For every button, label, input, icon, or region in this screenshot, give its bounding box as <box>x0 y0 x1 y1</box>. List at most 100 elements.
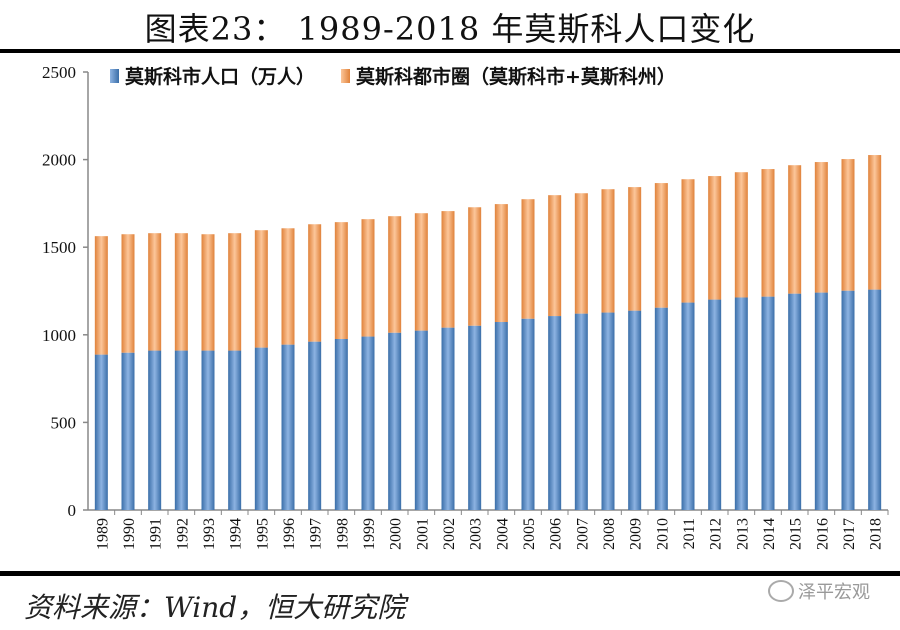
bar-moscow-metro-1990 <box>121 234 135 353</box>
top-divider <box>0 49 900 53</box>
bar-moscow-city-1998 <box>334 339 348 510</box>
x-tick-label: 1996 <box>281 518 298 550</box>
bar-moscow-city-2000 <box>388 332 402 510</box>
watermark: 泽平宏观 <box>768 578 870 604</box>
bar-moscow-metro-2017 <box>841 159 855 291</box>
bar-moscow-city-2016 <box>814 292 828 510</box>
bar-moscow-city-1992 <box>174 350 188 510</box>
y-tick-label: 0 <box>68 501 77 520</box>
bar-moscow-metro-1994 <box>228 233 242 351</box>
x-tick-label: 1999 <box>361 518 378 550</box>
bar-moscow-city-2009 <box>628 310 642 510</box>
bar-moscow-city-2002 <box>441 327 455 510</box>
x-tick-label: 2014 <box>761 518 778 550</box>
chart-title: 图表23： 1989-2018 年莫斯科人口变化 <box>144 10 756 48</box>
bar-moscow-metro-2015 <box>788 165 802 294</box>
x-tick-label: 2017 <box>841 518 858 550</box>
bar-moscow-metro-2013 <box>734 172 748 298</box>
chart-plot: 0 500 1000 1500 2000 2500 1989 1990 1991 1992 1993… <box>42 63 889 550</box>
bar-moscow-metro-1999 <box>361 219 375 337</box>
bar-moscow-metro-1996 <box>281 228 295 345</box>
bar-moscow-metro-1995 <box>254 230 268 348</box>
bar-moscow-metro-1998 <box>334 222 348 340</box>
x-tick-label: 1993 <box>201 518 218 550</box>
bar-moscow-city-1993 <box>201 350 215 510</box>
bar-moscow-city-2008 <box>601 312 615 510</box>
legend-item-moscow-metro: 莫斯科都市圈（莫斯科市+莫斯科州） <box>341 62 676 89</box>
x-tick-label: 2013 <box>734 518 751 550</box>
source-note: 资料来源：Wind，恒大研究院 <box>24 591 406 624</box>
bar-moscow-city-2005 <box>521 318 535 510</box>
x-tick-label: 2007 <box>574 518 591 550</box>
bar-moscow-metro-2007 <box>574 193 588 314</box>
y-tick-label: 2500 <box>42 63 76 82</box>
bar-moscow-city-1989 <box>94 354 108 510</box>
bar-moscow-metro-2018 <box>868 155 882 290</box>
x-tick-label: 2018 <box>868 518 885 550</box>
bar-moscow-metro-2012 <box>708 176 722 300</box>
bar-moscow-metro-1993 <box>201 234 215 351</box>
bar-moscow-metro-2011 <box>681 179 695 303</box>
wechat-icon <box>768 580 794 602</box>
x-tick-label: 2012 <box>708 518 725 550</box>
bar-moscow-city-1991 <box>148 350 162 510</box>
legend-label: 莫斯科都市圈（莫斯科市+莫斯科州） <box>356 66 676 88</box>
bar-moscow-city-2018 <box>868 289 882 510</box>
bar-moscow-city-2006 <box>548 316 562 510</box>
x-tick-label: 2008 <box>601 518 618 550</box>
bar-moscow-metro-2005 <box>521 199 535 319</box>
legend-label: 莫斯科市人口（万人） <box>125 66 316 88</box>
bar-moscow-city-2010 <box>654 307 668 510</box>
x-tick-label: 2006 <box>548 518 565 550</box>
bar-moscow-metro-1992 <box>174 233 188 351</box>
bar-moscow-city-1990 <box>121 352 135 510</box>
bar-moscow-city-2003 <box>468 325 482 510</box>
x-tick-label: 1989 <box>94 518 111 550</box>
x-tick-label: 2005 <box>521 518 538 550</box>
x-tick-label: 2015 <box>788 518 805 550</box>
bar-moscow-city-2011 <box>681 302 695 510</box>
bar-moscow-metro-2000 <box>388 216 402 333</box>
bar-moscow-city-1999 <box>361 336 375 510</box>
y-tick-label: 500 <box>51 413 77 432</box>
x-tick-label: 2010 <box>654 518 671 550</box>
bar-moscow-metro-1991 <box>148 233 162 351</box>
legend-item-moscow-city: 莫斯科市人口（万人） <box>110 62 315 89</box>
bottom-divider <box>0 571 900 576</box>
x-tick-label: 2011 <box>681 518 698 549</box>
x-tick-label: 1998 <box>334 518 351 550</box>
watermark-text: 泽平宏观 <box>798 582 870 603</box>
bar-moscow-city-2013 <box>734 297 748 510</box>
legend-swatch-blue <box>110 68 119 83</box>
x-tick-label: 2003 <box>468 518 485 550</box>
bar-moscow-metro-2004 <box>494 204 508 323</box>
bar-moscow-metro-2008 <box>601 189 615 313</box>
legend-swatch-orange <box>341 68 351 83</box>
x-tick-label: 2002 <box>441 518 458 550</box>
x-tick-label: 2001 <box>414 518 431 550</box>
bar-moscow-metro-2006 <box>548 195 562 317</box>
bar-moscow-city-2012 <box>708 299 722 510</box>
x-tick-label: 1991 <box>148 518 165 550</box>
bar-moscow-metro-1997 <box>308 224 322 342</box>
bar-moscow-city-1995 <box>254 347 268 510</box>
y-tick-label: 2000 <box>42 151 76 170</box>
bar-moscow-city-2017 <box>841 290 855 510</box>
y-tick-label: 1000 <box>42 326 76 345</box>
x-tick-label: 2000 <box>388 518 405 550</box>
y-tick-label: 1500 <box>42 238 76 257</box>
bar-moscow-metro-2003 <box>468 207 482 326</box>
bar-moscow-metro-2014 <box>761 169 775 297</box>
x-tick-label: 2004 <box>494 518 511 550</box>
bar-moscow-city-2001 <box>414 330 428 510</box>
bar-moscow-metro-2010 <box>654 183 668 308</box>
bar-moscow-metro-2009 <box>628 187 642 311</box>
x-tick-label: 1997 <box>308 518 325 550</box>
x-tick-label: 1990 <box>121 518 138 550</box>
bar-moscow-metro-2002 <box>441 211 455 328</box>
x-tick-label: 2016 <box>814 518 831 550</box>
bar-moscow-city-2004 <box>494 322 508 510</box>
bar-moscow-city-1994 <box>228 350 242 510</box>
bar-moscow-city-2014 <box>761 296 775 510</box>
bar-moscow-city-1997 <box>308 341 322 510</box>
